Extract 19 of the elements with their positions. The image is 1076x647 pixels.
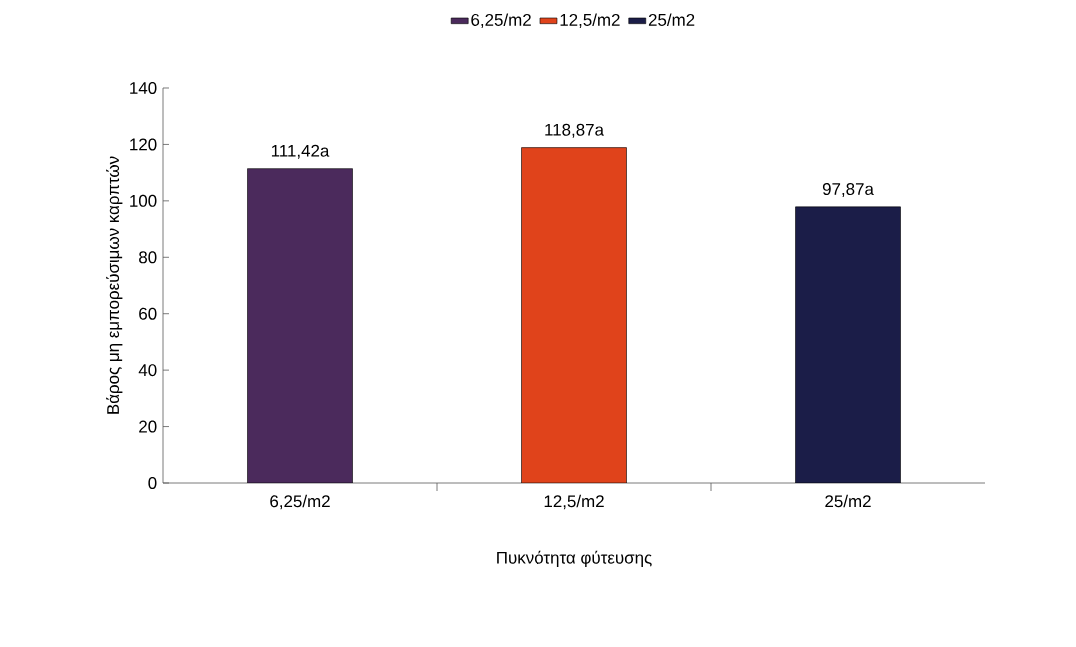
x-tick-label: 6,25/m2 xyxy=(270,494,330,510)
legend-label: 25/m2 xyxy=(648,13,695,26)
legend-label: 6,25/m2 xyxy=(471,13,531,28)
y-tick-label: 80 xyxy=(139,251,157,264)
y-tick-label: 0 xyxy=(148,477,157,489)
y-tick-label: 120 xyxy=(130,138,157,151)
data-label: 111,42a xyxy=(271,144,330,159)
y-tick-label: 100 xyxy=(130,194,157,207)
y-tick-label: 140 xyxy=(130,82,157,94)
data-label: 118,87a xyxy=(545,123,604,138)
data-label: 97,87a xyxy=(822,183,874,198)
x-axis-title: Πυκνότητα φύτευσης xyxy=(497,550,652,568)
y-tick-label: 40 xyxy=(138,364,157,377)
legend-label: 12,5/m2 xyxy=(560,13,620,28)
y-tick-label: 20 xyxy=(139,420,157,433)
y-tick-label: 60 xyxy=(139,307,157,320)
y-axis-title: Βάρος μη εμπορεύσιμων καρπτών xyxy=(106,156,123,414)
x-tick-label: 12,5/m2 xyxy=(544,494,604,510)
x-tick-label: 25/m2 xyxy=(825,494,871,508)
